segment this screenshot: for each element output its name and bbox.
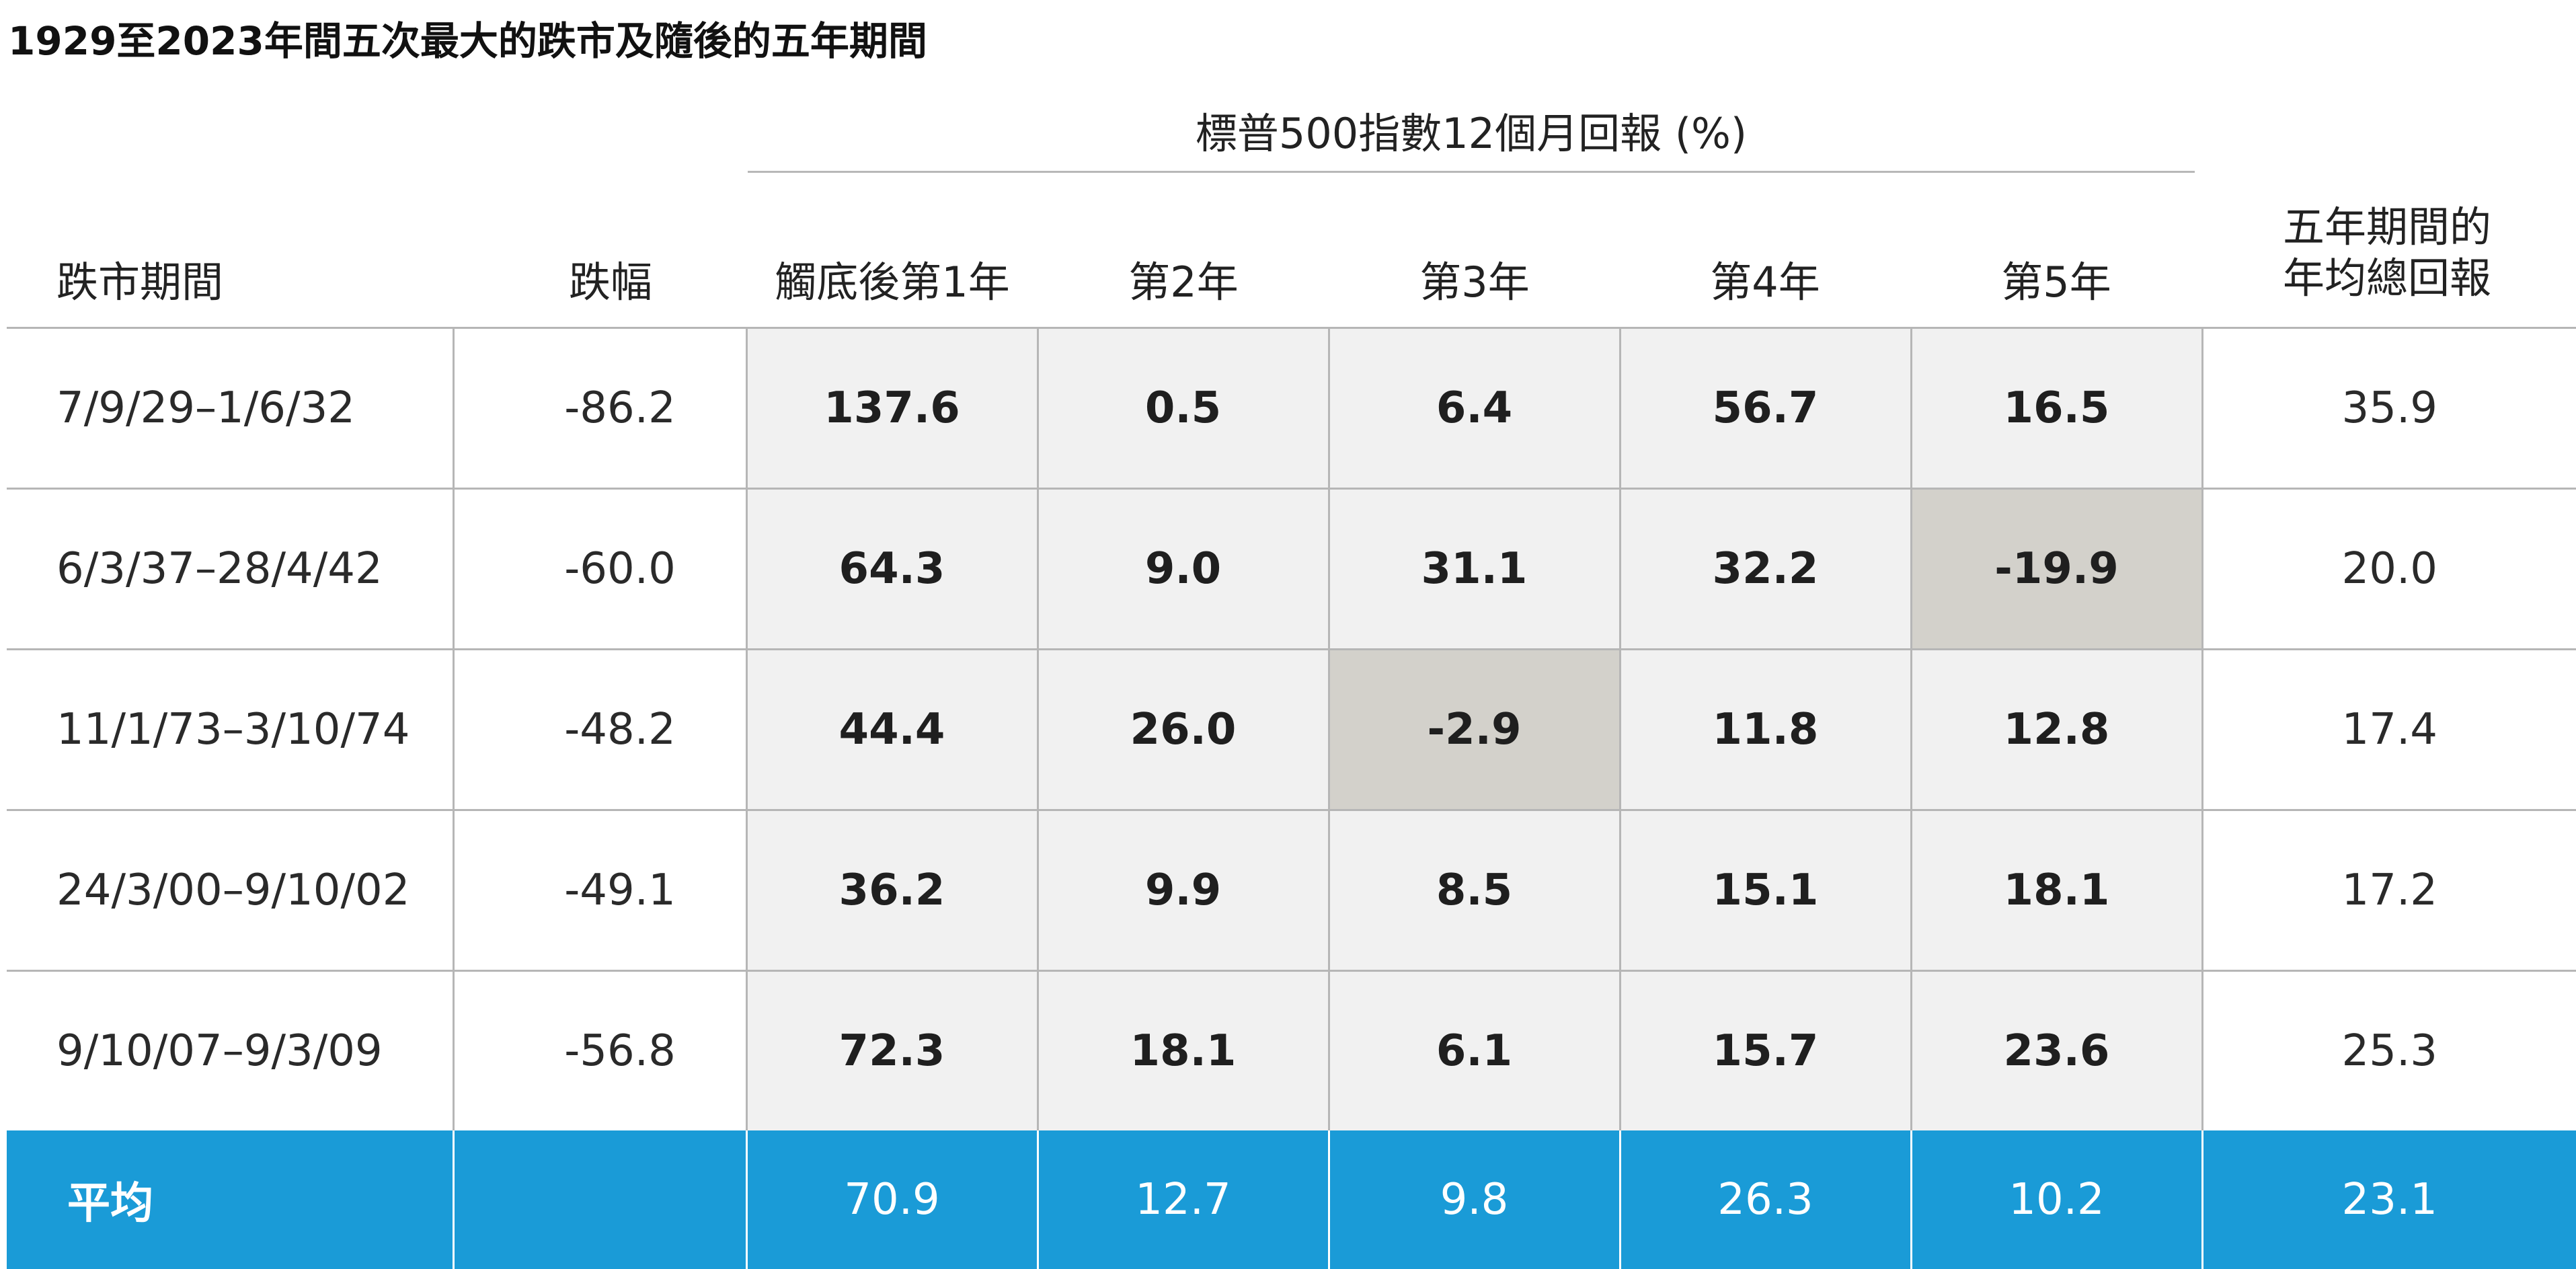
average-year2-cell: 12.7	[1038, 1130, 1329, 1269]
year5-return-cell: -19.9	[1911, 489, 2202, 650]
decline-percent-cell: -86.2	[453, 328, 746, 489]
column-header-year4: 第4年	[1621, 257, 1910, 308]
year3-return-cell: 6.1	[1329, 971, 1620, 1131]
five-year-average-cell: 17.4	[2202, 650, 2576, 810]
group-header-rule	[748, 171, 2195, 173]
column-header-five-year-average: 五年期間的 年均總回報	[2206, 202, 2569, 304]
decline-percent-cell: -48.2	[453, 650, 746, 810]
year3-return-cell: 8.5	[1329, 810, 1620, 971]
column-header-year5: 第5年	[1912, 257, 2201, 308]
five-year-average-cell: 25.3	[2202, 971, 2576, 1131]
average-label-cell: 平均	[7, 1130, 453, 1269]
year4-return-cell: 56.7	[1620, 328, 1911, 489]
decline-period-cell: 11/1/73–3/10/74	[7, 650, 453, 810]
year3-return-cell: 6.4	[1329, 328, 1620, 489]
average-year5-cell: 10.2	[1911, 1130, 2202, 1269]
year2-return-cell: 18.1	[1038, 971, 1329, 1131]
average-five-year-cell: 23.1	[2202, 1130, 2576, 1269]
average-year3-cell: 9.8	[1329, 1130, 1620, 1269]
column-header-five-year-average-line1: 五年期間的	[2206, 202, 2569, 253]
decline-period-cell: 7/9/29–1/6/32	[7, 328, 453, 489]
decline-period-cell: 6/3/37–28/4/42	[7, 489, 453, 650]
year4-return-cell: 15.1	[1620, 810, 1911, 971]
average-year4-cell: 26.3	[1620, 1130, 1911, 1269]
year5-return-cell: 18.1	[1911, 810, 2202, 971]
group-header: 標普500指數12個月回報 (%)	[748, 100, 2195, 160]
decline-period-cell: 9/10/07–9/3/09	[7, 971, 453, 1131]
year1-return-cell: 44.4	[746, 650, 1038, 810]
year4-return-cell: 11.8	[1620, 650, 1911, 810]
column-header-decline: 跌幅	[471, 257, 652, 308]
year5-return-cell: 12.8	[1911, 650, 2202, 810]
decline-percent-cell: -49.1	[453, 810, 746, 971]
year5-return-cell: 23.6	[1911, 971, 2202, 1131]
average-year1-cell: 70.9	[746, 1130, 1038, 1269]
decline-period-cell: 24/3/00–9/10/02	[7, 810, 453, 971]
five-year-average-cell: 17.2	[2202, 810, 2576, 971]
column-header-year3: 第3年	[1330, 257, 1619, 308]
five-year-average-cell: 35.9	[2202, 328, 2576, 489]
year1-return-cell: 36.2	[746, 810, 1038, 971]
year5-return-cell: 16.5	[1911, 328, 2202, 489]
year3-return-cell: 31.1	[1329, 489, 1620, 650]
year1-return-cell: 72.3	[746, 971, 1038, 1131]
year1-return-cell: 137.6	[746, 328, 1038, 489]
chart-title: 1929至2023年間五次最大的跌市及隨後的五年期間	[8, 9, 927, 66]
decline-percent-cell: -60.0	[453, 489, 746, 650]
year2-return-cell: 26.0	[1038, 650, 1329, 810]
column-header-year1: 觸底後第1年	[748, 257, 1037, 308]
year2-return-cell: 9.9	[1038, 810, 1329, 971]
column-header-five-year-average-line2: 年均總回報	[2206, 253, 2569, 304]
year2-return-cell: 9.0	[1038, 489, 1329, 650]
decline-percent-cell: -56.8	[453, 971, 746, 1131]
year2-return-cell: 0.5	[1038, 328, 1329, 489]
five-year-average-cell: 20.0	[2202, 489, 2576, 650]
year4-return-cell: 32.2	[1620, 489, 1911, 650]
column-header-year2: 第2年	[1039, 257, 1328, 308]
average-decline-cell	[453, 1130, 746, 1269]
year4-return-cell: 15.7	[1620, 971, 1911, 1131]
year3-return-cell: -2.9	[1329, 650, 1620, 810]
column-header-period: 跌市期間	[56, 257, 223, 308]
year1-return-cell: 64.3	[746, 489, 1038, 650]
